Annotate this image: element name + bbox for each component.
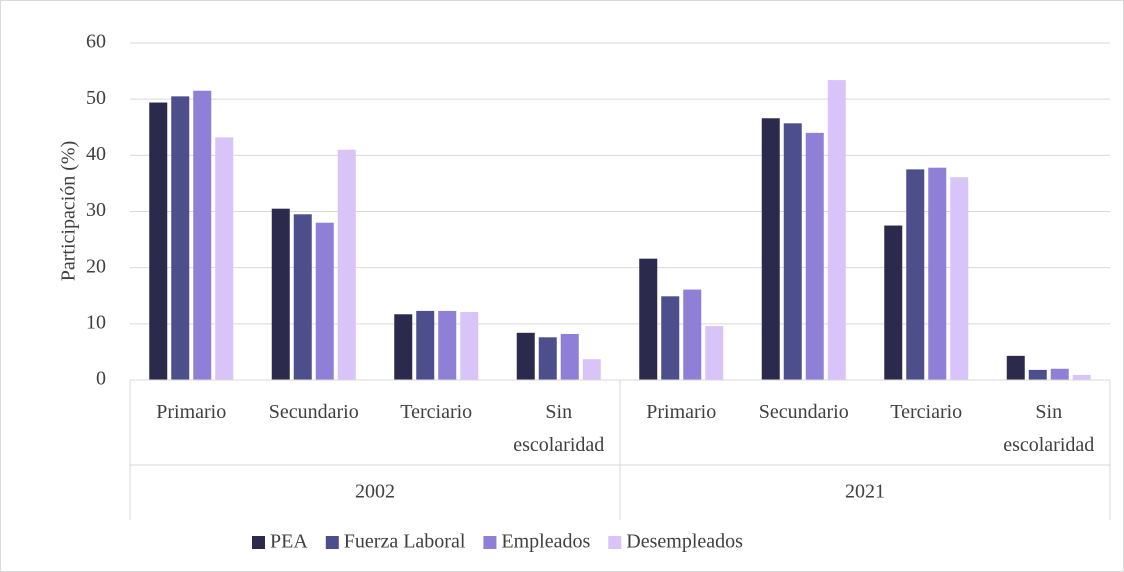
legend-swatch: [325, 536, 339, 549]
y-tick-label: 30: [86, 199, 106, 221]
bar: [293, 214, 312, 380]
bar: [683, 289, 702, 380]
legend-label: Fuerza Laboral: [344, 531, 466, 553]
bar: [215, 137, 234, 380]
x-tick-label: Primario: [156, 401, 227, 423]
bar: [884, 225, 903, 380]
bar: [516, 332, 535, 380]
bar: [171, 96, 190, 380]
y-tick-label: 50: [86, 87, 106, 109]
bar: [639, 258, 658, 380]
bar: [394, 314, 413, 380]
y-tick-label: 20: [86, 255, 106, 277]
bar: [271, 208, 290, 380]
bar: [805, 132, 824, 380]
x-tick-label: Terciario: [400, 401, 473, 423]
bar: [906, 169, 925, 380]
legend-swatch: [483, 536, 497, 549]
bar: [193, 90, 212, 380]
legend-swatch: [252, 536, 265, 549]
group-label: 2002: [355, 481, 395, 503]
x-tick-label: Secundario: [268, 401, 359, 423]
bar: [761, 118, 780, 380]
y-tick-label: 40: [86, 143, 106, 165]
bar: [538, 337, 557, 380]
x-tick-label: Secundario: [758, 401, 849, 423]
x-tick-label: Sin escolaridad: [513, 401, 605, 456]
bar: [337, 149, 356, 380]
bar: [416, 310, 435, 380]
bar: [315, 222, 334, 380]
y-tick-label: 10: [86, 311, 106, 333]
bar: [783, 123, 802, 381]
y-tick-label: 0: [96, 368, 106, 390]
bar: [1006, 355, 1025, 380]
bar: [438, 310, 457, 380]
legend-label: PEA: [270, 531, 308, 553]
y-tick-label: 60: [86, 31, 106, 53]
bar: [928, 167, 947, 380]
bar: [149, 102, 168, 380]
group-label: 2021: [845, 481, 885, 503]
legend-label: Desempleados: [626, 531, 743, 553]
bar: [950, 177, 969, 380]
bar: [705, 326, 724, 380]
bar: [560, 333, 579, 380]
bar: [661, 296, 680, 380]
x-tick-label: Sin escolaridad: [1003, 401, 1095, 456]
bar: [1028, 369, 1047, 380]
legend-label: Empleados: [501, 531, 590, 553]
x-tick-label: Terciario: [890, 401, 963, 423]
y-axis-label: Participación (%): [58, 141, 80, 282]
bar: [1050, 368, 1069, 380]
legend-swatch: [608, 536, 622, 549]
bar: [460, 312, 479, 380]
bar: [1072, 374, 1091, 380]
bar: [582, 359, 601, 380]
bar: [827, 80, 846, 380]
x-tick-label: Primario: [646, 401, 717, 423]
